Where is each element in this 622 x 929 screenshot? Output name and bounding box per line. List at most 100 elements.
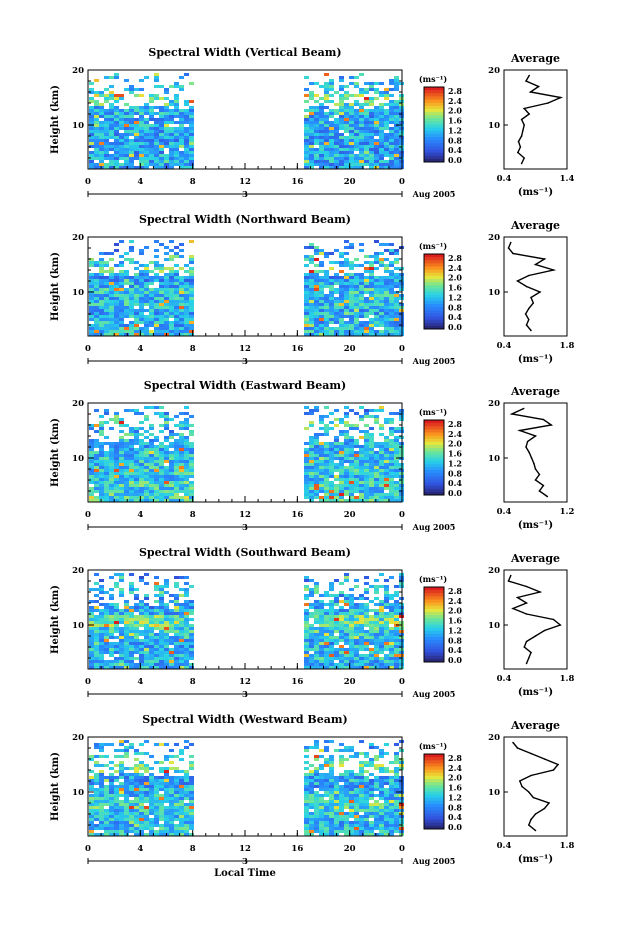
x-tick-label: 0 bbox=[399, 510, 405, 520]
colorbar-tick-label: 0.4 bbox=[448, 812, 462, 822]
y-axis-label: Height (km) bbox=[50, 585, 61, 654]
colorbar-segment bbox=[424, 463, 444, 468]
colorbar-unit: (ms⁻¹) bbox=[419, 74, 447, 84]
average-frame bbox=[503, 736, 568, 837]
average-profile-point bbox=[525, 80, 527, 82]
average-profile-point bbox=[522, 407, 525, 410]
average-profile-point bbox=[550, 424, 553, 426]
average-profile-point bbox=[543, 807, 546, 810]
x-tick-label: 0 bbox=[399, 677, 405, 687]
colorbar-unit: (ms⁻¹) bbox=[419, 407, 447, 417]
average-profile-point bbox=[518, 429, 521, 432]
colorbar-segment bbox=[424, 788, 444, 792]
colorbar-segment bbox=[424, 596, 444, 600]
average-x-tick-label: 0.4 bbox=[497, 841, 512, 851]
panel-title: Spectral Width (Southward Beam) bbox=[139, 546, 351, 559]
colorbar-segment bbox=[424, 810, 444, 814]
colorbar-segment bbox=[424, 621, 444, 625]
colorbar-segment bbox=[424, 757, 444, 761]
colorbar-segment bbox=[424, 87, 444, 91]
average-profile-point bbox=[532, 796, 535, 799]
average-profile-point bbox=[559, 624, 562, 626]
average-title: Average bbox=[510, 219, 560, 232]
average-panel: Average 20 10 0.4 1.8 (ms⁻¹) bbox=[488, 219, 574, 365]
average-profile-point bbox=[543, 758, 546, 760]
panel-title: Spectral Width (Westward Beam) bbox=[142, 713, 347, 726]
colorbar-segment bbox=[424, 466, 444, 471]
colorbar-frame bbox=[423, 753, 445, 830]
average-profile-point bbox=[520, 118, 523, 121]
average-profile-point bbox=[523, 124, 525, 126]
average-x-label: (ms⁻¹) bbox=[518, 687, 553, 698]
average-profile-point bbox=[552, 618, 555, 621]
colorbar-segment bbox=[424, 282, 444, 286]
average-x-label: (ms⁻¹) bbox=[518, 854, 553, 865]
colorbar-segment bbox=[424, 325, 444, 330]
colorbar-segment bbox=[424, 275, 444, 280]
average-profile-point bbox=[525, 613, 528, 615]
colorbar-tick-label: 1.6 bbox=[448, 283, 462, 293]
colorbar-segment bbox=[424, 451, 444, 455]
average-profile-point bbox=[538, 473, 541, 476]
beam-panel-2: Spectral Width (Northward Beam) 20 10 Heigh… bbox=[50, 213, 574, 367]
colorbar-tick-label: 2.8 bbox=[448, 253, 462, 263]
colorbar-tick-label: 2.4 bbox=[448, 429, 462, 439]
colorbar-tick-label: 2.8 bbox=[448, 86, 462, 96]
heatmap-cells bbox=[89, 406, 404, 502]
colorbar-tick-label: 0.4 bbox=[448, 312, 462, 322]
average-profile-point bbox=[539, 591, 541, 593]
y-tick-label: 20 bbox=[72, 733, 84, 743]
colorbar-segment bbox=[424, 297, 444, 302]
colorbar-segment bbox=[424, 599, 444, 604]
colorbar-tick-label: 0.4 bbox=[448, 478, 462, 488]
colorbar-segment bbox=[424, 285, 444, 289]
average-profile-point bbox=[546, 495, 549, 498]
colorbar-tick-label: 0.8 bbox=[448, 135, 462, 145]
average-y-tick-label: 10 bbox=[488, 788, 500, 798]
colorbar-tick-label: 0.4 bbox=[448, 645, 462, 655]
average-profile-point bbox=[528, 113, 530, 115]
beam-panel-1: Spectral Width (Vertical Beam) 20 10 Height… bbox=[50, 46, 574, 200]
average-profile-point bbox=[548, 802, 550, 804]
x-tick-label: 16 bbox=[291, 677, 303, 687]
colorbar-segment bbox=[424, 96, 444, 100]
x-tick-label: 0 bbox=[85, 844, 91, 854]
average-profile-point bbox=[517, 151, 519, 154]
average-profile-point bbox=[542, 484, 545, 487]
colorbar-tick-label: 2.8 bbox=[448, 753, 462, 763]
x-tick-label: 16 bbox=[291, 344, 303, 354]
average-profile-point bbox=[527, 318, 530, 321]
average-profile-point bbox=[512, 741, 514, 744]
colorbar-segment bbox=[424, 429, 444, 433]
colorbar-segment bbox=[424, 605, 444, 610]
colorbar-segment bbox=[424, 294, 444, 299]
heatmap-cells bbox=[89, 240, 404, 336]
colorbar-tick-label: 1.6 bbox=[448, 783, 462, 793]
colorbar-frame bbox=[423, 86, 445, 163]
colorbar-segment bbox=[424, 99, 444, 104]
colorbar-segment bbox=[424, 127, 444, 132]
colorbar-segment bbox=[424, 587, 444, 591]
panel-title: Spectral Width (Eastward Beam) bbox=[144, 379, 346, 392]
average-profile-point bbox=[547, 102, 549, 104]
colorbar-segment bbox=[424, 618, 444, 622]
x-tick-label: 0 bbox=[399, 177, 405, 187]
average-profile-point bbox=[517, 140, 520, 143]
average-x-tick-label: 0.4 bbox=[497, 174, 512, 184]
average-profile-line bbox=[509, 407, 554, 498]
average-profile-point bbox=[534, 813, 537, 815]
y-tick-label: 20 bbox=[72, 566, 84, 576]
colorbar-segment bbox=[424, 485, 444, 490]
average-profile-point bbox=[525, 640, 528, 643]
date-label: 3 bbox=[242, 523, 248, 533]
average-panel: Average 20 10 0.4 1.8 (ms⁻¹) bbox=[488, 719, 574, 865]
average-profile-point bbox=[520, 162, 523, 165]
average-frame bbox=[503, 69, 568, 170]
colorbar-tick-label: 1.2 bbox=[448, 292, 462, 302]
x-tick-label: 20 bbox=[344, 677, 356, 687]
colorbar-tick-label: 0.0 bbox=[448, 488, 462, 498]
average-profile-point bbox=[530, 752, 532, 755]
colorbar-segment bbox=[424, 146, 444, 150]
month-label: Aug 2005 bbox=[412, 689, 456, 699]
